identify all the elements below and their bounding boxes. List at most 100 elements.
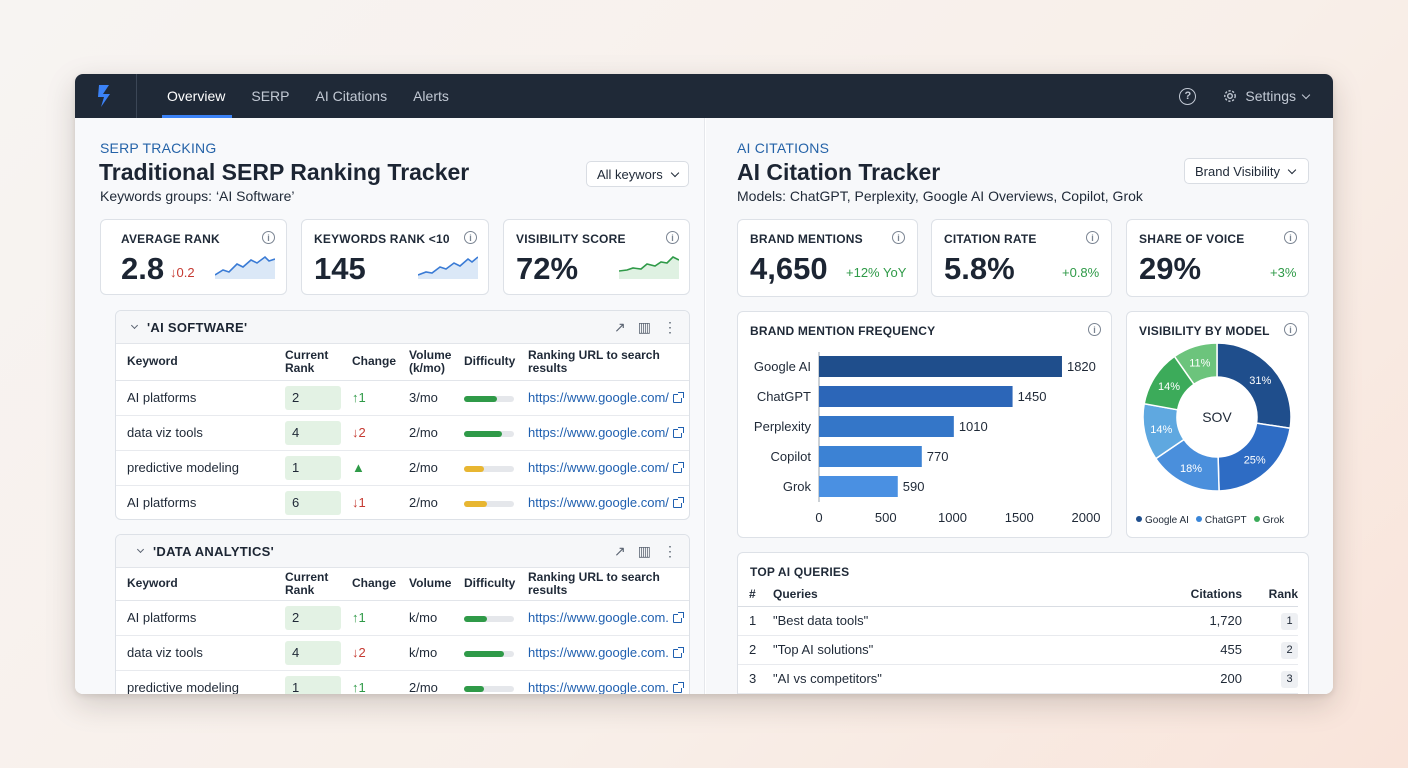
col-volume[interactable]: Volume [398,568,453,601]
keywords-filter-dropdown[interactable]: All keywors [586,161,689,187]
chevron-down-icon[interactable] [136,545,145,554]
col-change[interactable]: Change [341,344,398,381]
brand-visibility-dropdown[interactable]: Brand Visibility [1184,158,1309,184]
col-ranking-url[interactable]: Ranking URL to search results [517,344,689,381]
bar-perplexity[interactable] [819,416,954,437]
category-label: ChatGPT [757,389,811,404]
external-link-icon[interactable] [672,612,684,624]
app-logo-icon[interactable] [75,74,137,118]
rank-change: ↓2 [352,425,366,440]
table-row[interactable]: data viz tools 4 ↓2 k/mo https://www.google.… [116,635,689,671]
kpi-delta: +3% [1270,265,1297,280]
difficulty-bar [464,430,514,437]
col-number[interactable]: # [738,584,762,607]
info-icon[interactable]: i [1284,323,1297,336]
col-volume[interactable]: Volume (k/mo) [398,344,453,381]
info-icon[interactable]: i [1284,231,1297,244]
query-rank: 2 [1281,641,1298,659]
bar-value-label: 590 [903,479,925,494]
ranking-url-link[interactable]: https://www.google.com/ [528,390,669,405]
url-cell: https://www.google.com. [517,670,689,694]
donut-slice[interactable] [1173,342,1218,386]
tab-serp[interactable]: SERP [251,88,290,104]
query-number: 1 [738,606,762,636]
ranking-url-link[interactable]: https://www.google.com/ [528,460,669,475]
kpi-citation-rate: CITATION RATE i 5.8% +0.8% [931,219,1112,297]
col-difficulty[interactable]: Difficulty [453,568,517,601]
col-citations[interactable]: Citations [1179,584,1252,607]
query-row[interactable]: 2 "Top AI solutions" 455 2 [738,635,1298,665]
kpi-average-rank: AVERAGE RANK i 2.8 ↓0.2 [100,219,287,295]
info-icon[interactable]: i [464,231,477,244]
ranking-url-link[interactable]: https://www.google.com/ [528,425,669,440]
info-icon[interactable]: i [666,231,679,244]
col-current-rank[interactable]: Current Rank [274,568,341,601]
table-row[interactable]: predictive modeling 1 ▲ 2/mo https://www.goo… [116,450,689,486]
table-row[interactable]: AI platforms 2 ↑1 k/mo https://www.google.co… [116,600,689,636]
rank-cell: 2 [274,600,341,636]
ranking-url-link[interactable]: https://www.google.com. [528,610,669,625]
top-right-controls: ? Settings [1179,74,1311,118]
help-circle-icon[interactable]: ? [1179,87,1197,105]
keyword-cell: AI platforms [116,380,274,416]
info-icon[interactable]: i [262,231,275,244]
query-rank: 1 [1281,612,1298,630]
bar-chart-svg: Google AI 1820 ChatGPT 1450 Perplexity 1010 Co… [754,352,1100,525]
external-link-icon[interactable] [672,497,684,509]
col-current-rank[interactable]: Current Rank [274,344,341,381]
external-link-icon[interactable] [672,682,684,694]
col-keyword[interactable]: Keyword [116,568,274,601]
bar-chatgpt[interactable] [819,386,1013,407]
rank-cell: 4 [274,635,341,671]
settings-button[interactable]: Settings [1222,88,1311,104]
kpi-value: 2.8 [121,251,165,286]
query-citations: 1,720 [1179,606,1252,636]
col-difficulty[interactable]: Difficulty [453,344,517,381]
ranking-url-link[interactable]: https://www.google.com. [528,680,669,694]
group-header[interactable]: 'AI SOFTWARE' ↗ ▥ ⋮ [116,311,689,344]
tab-overview[interactable]: Overview [154,74,238,118]
bar-google-ai[interactable] [819,356,1062,377]
query-row[interactable]: 3 "AI vs competitors" 200 3 [738,664,1298,694]
tab-alerts[interactable]: Alerts [413,88,449,104]
delete-icon[interactable]: ▥ [637,319,651,335]
external-link-icon[interactable] [672,647,684,659]
col-rank[interactable]: Rank [1252,584,1298,607]
table-row[interactable]: AI platforms 2 ↑1 3/mo https://www.google.co… [116,380,689,416]
chevron-down-icon[interactable] [130,321,139,330]
keyword-cell: predictive modeling [116,670,274,694]
table-row[interactable]: AI platforms 6 ↓1 2/mo https://www.google.co… [116,485,689,519]
app-window: Overview SERP AI Citations Alerts ? Sett… [75,74,1333,694]
more-options-icon[interactable]: ⋮ [663,543,677,559]
table-row[interactable]: data viz tools 4 ↓2 2/mo https://www.google.… [116,415,689,451]
change-cell: ↓1 [341,485,398,519]
ranking-url-link[interactable]: https://www.google.com/ [528,495,669,510]
bar-grok[interactable] [819,476,898,497]
table-row[interactable]: predictive modeling 1 ↑1 2/mo https://www.go… [116,670,689,694]
tab-ai-citations[interactable]: AI Citations [315,88,388,104]
col-ranking-url[interactable]: Ranking URL to search results [517,568,689,601]
col-change[interactable]: Change [341,568,398,601]
query-row[interactable]: 1 "Best data tools" 1,720 1 [738,606,1298,636]
ranking-url-link[interactable]: https://www.google.com. [528,645,669,660]
group-actions: ↗ ▥ ⋮ [614,535,677,568]
group-header[interactable]: 'DATA ANALYTICS' ↗ ▥ ⋮ [116,535,689,568]
query-number: 3 [738,664,762,694]
more-options-icon[interactable]: ⋮ [663,319,677,335]
info-icon[interactable]: i [1088,323,1101,336]
external-link-icon[interactable] [672,462,684,474]
trend-icon[interactable]: ↗ [614,319,626,335]
info-icon[interactable]: i [1086,231,1099,244]
col-keyword[interactable]: Keyword [116,344,274,381]
bar-copilot[interactable] [819,446,922,467]
keyword-table: Keyword Current Rank Change Volume Diffi… [116,568,689,694]
url-cell: https://www.google.com/ [517,450,689,486]
col-queries[interactable]: Queries [762,584,1180,607]
url-cell: https://www.google.com. [517,635,689,671]
delete-icon[interactable]: ▥ [637,543,651,559]
serp-eyebrow: SERP TRACKING [100,140,217,156]
info-icon[interactable]: i [892,231,905,244]
trend-icon[interactable]: ↗ [614,543,626,559]
external-link-icon[interactable] [672,392,684,404]
external-link-icon[interactable] [672,427,684,439]
